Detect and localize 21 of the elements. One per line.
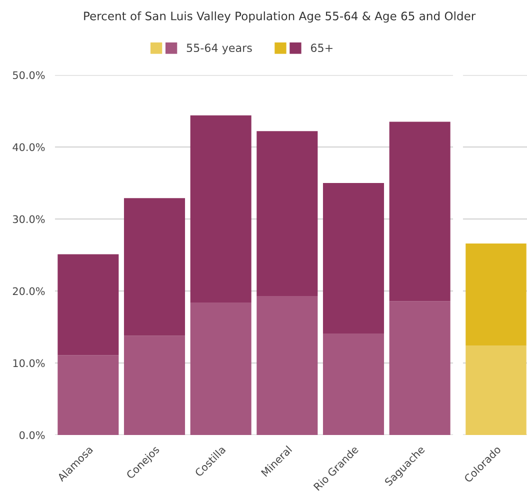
y-tick-label: 10.0% — [13, 359, 45, 368]
bar — [256, 131, 318, 296]
y-tick-label: 40.0% — [12, 143, 45, 152]
y-tick-label: 0.0% — [20, 431, 45, 440]
bar — [322, 183, 384, 334]
y-tick-label: 50.0% — [12, 71, 45, 80]
bar — [190, 115, 252, 303]
bar — [58, 254, 119, 356]
legend-label: 65+ — [310, 44, 332, 52]
y-tick-label: 20.0% — [12, 287, 45, 296]
chart-title: Percent of San Luis Valley Population Age 55-64 & Age 65 and Older — [84, 11, 476, 23]
bar — [124, 198, 186, 336]
bar — [322, 333, 384, 435]
bar — [124, 336, 186, 435]
legend-label: 55-64 years — [186, 44, 252, 54]
y-tick-label: 30.0% — [12, 215, 45, 224]
bar — [58, 355, 119, 435]
bar — [389, 301, 450, 435]
bar — [190, 302, 252, 435]
bar — [389, 122, 450, 302]
bar — [256, 296, 318, 435]
